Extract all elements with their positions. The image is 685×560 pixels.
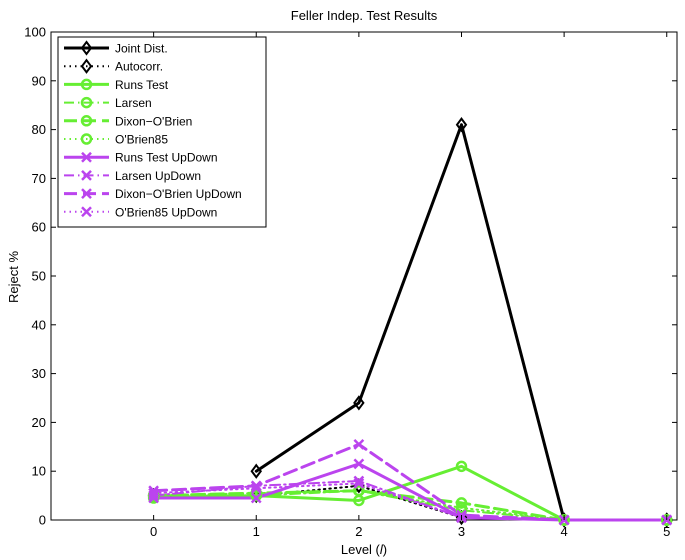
legend-label: Joint Dist. [115,42,168,56]
legend-marker [80,115,93,127]
x-tick-label: 0 [150,524,157,539]
y-tick-label: 10 [32,464,46,479]
x-tick-label: 5 [663,524,670,539]
y-tick-label: 30 [32,366,46,381]
legend-box [57,36,267,228]
y-tick-label: 20 [32,415,46,430]
x-tick-label: 4 [560,524,567,539]
data-point [455,497,468,509]
legend-marker [80,133,93,145]
legend-label: Larsen [115,96,152,110]
data-point [353,438,365,450]
data-point [148,487,160,499]
data-point [148,485,160,497]
series-lines [152,123,669,522]
legend-marker [80,96,93,109]
legend-label: Dixon−O'Brien UpDown [115,187,242,201]
data-point [250,482,262,494]
series-line-1 [152,484,668,521]
legend: Joint Dist. Autocorr. Runs Test Larsen Dixon… [57,36,267,228]
legend-marker [80,58,93,74]
legend-marker [80,78,93,91]
y-tick-label: 90 [32,73,46,88]
data-point [455,460,468,473]
x-tick-label: 1 [253,524,260,539]
x-axis-label: Level (l) [341,542,387,557]
data-point [353,478,365,489]
y-tick-label: 0 [39,513,46,528]
chart-title: Feller Indep. Test Results [291,8,438,23]
legend-marker [81,188,92,199]
legend-label: O'Brien85 UpDown [115,205,217,219]
y-tick-label: 70 [32,171,46,186]
legend-label: Larsen UpDown [115,169,201,183]
legend-marker [80,40,93,56]
y-tick-label: 40 [32,317,46,332]
data-point [250,463,262,479]
data-point [353,458,365,470]
y-tick-label: 80 [32,122,46,137]
data-point [353,475,365,487]
legend-label: Runs Test [115,78,169,92]
data-point [353,395,365,411]
series-line-9 [152,482,668,521]
legend-label: Runs Test UpDown [115,151,218,165]
legend-marker [81,170,92,181]
y-axis-label: Reject % [6,251,21,303]
x-tick-label: 2 [355,524,362,539]
data-point [455,117,468,133]
data-point [250,492,262,504]
y-tick-label: 100 [24,25,46,40]
legend-label: O'Brien85 [115,133,168,147]
legend-marker [81,151,92,163]
x-tick-label: 3 [458,524,465,539]
data-point [353,484,365,497]
legend-label: Dixon−O'Brien [115,114,192,128]
data-point [250,480,262,492]
y-tick-label: 50 [32,269,46,284]
series-line-8 [152,442,669,522]
data-point [455,502,468,514]
y-tick-label: 60 [32,220,46,235]
legend-marker [81,206,92,218]
legend-label: Autocorr. [115,60,163,74]
